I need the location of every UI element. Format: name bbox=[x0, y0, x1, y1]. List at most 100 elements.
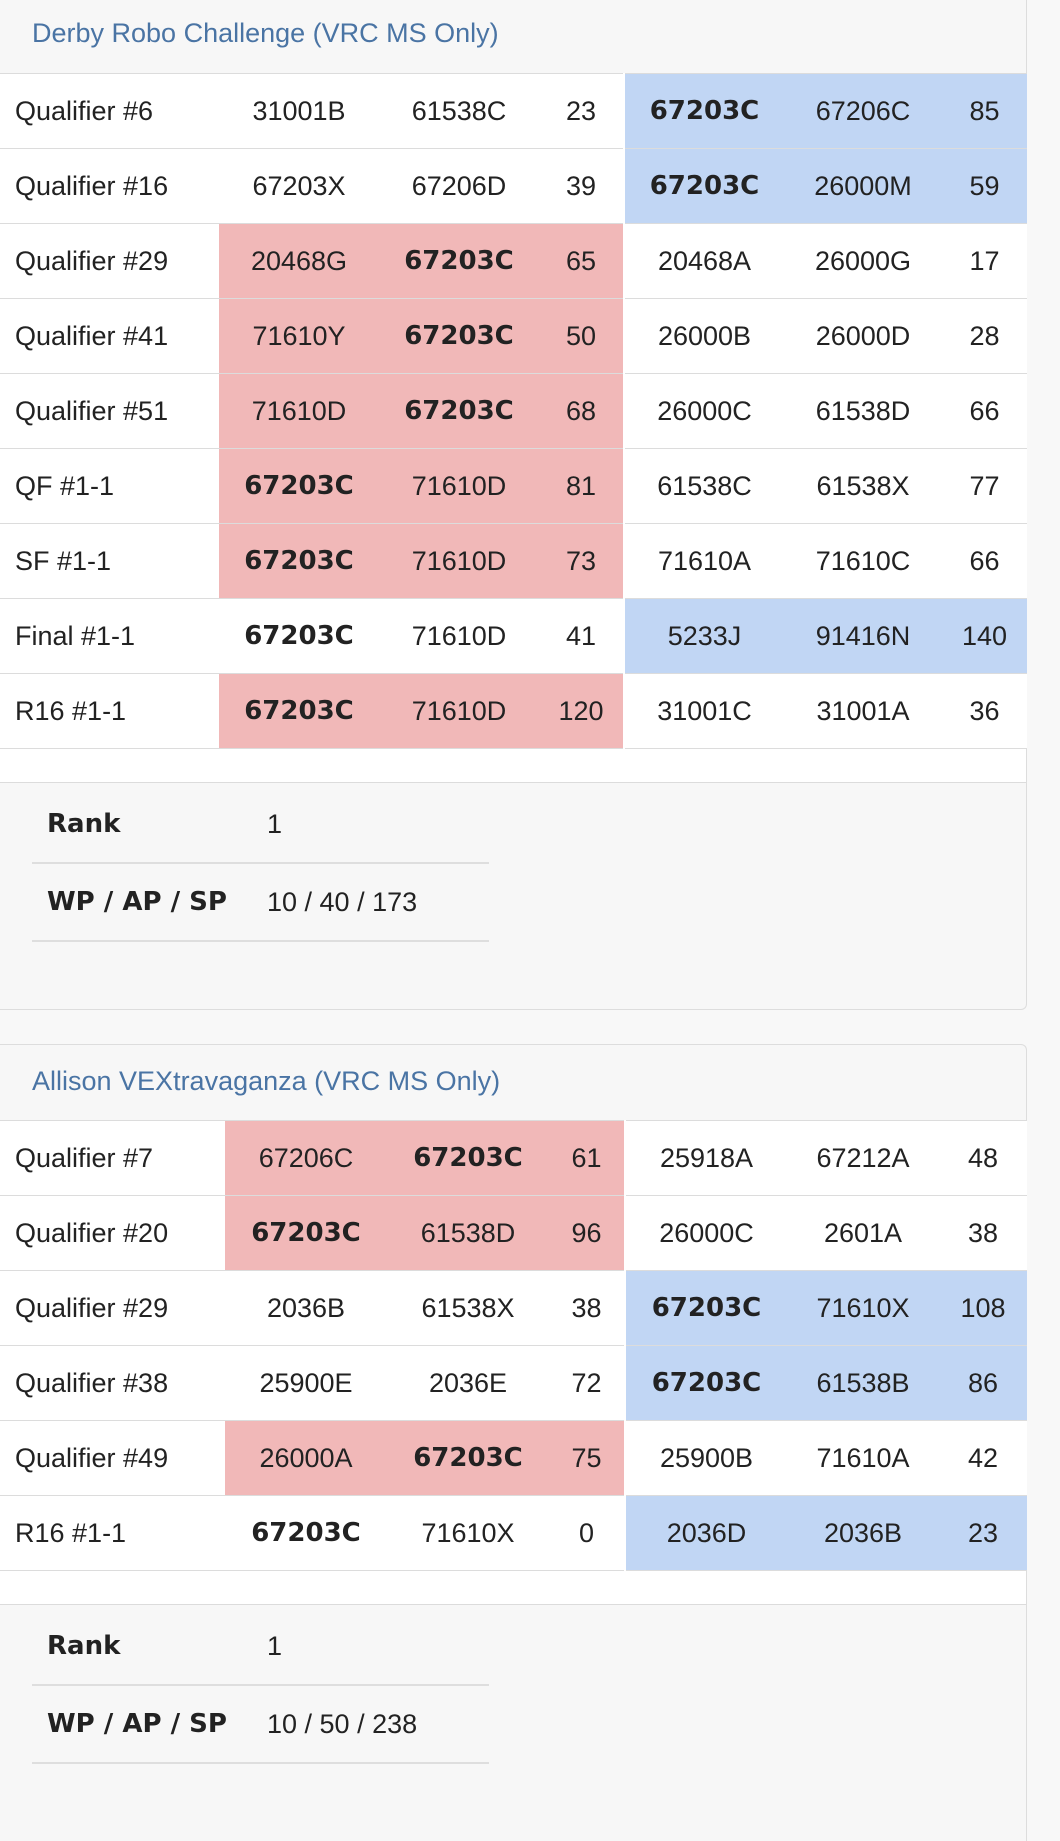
match-name: SF #1-1 bbox=[0, 523, 219, 599]
team-red-1[interactable]: 25900E bbox=[225, 1345, 387, 1421]
score-red: 75 bbox=[549, 1420, 625, 1496]
match-name: Qualifier #49 bbox=[0, 1420, 225, 1496]
team-red-1[interactable]: 67203C bbox=[219, 598, 379, 674]
team-red-2[interactable]: 2036E bbox=[387, 1345, 549, 1421]
team-blue-1[interactable]: 26000B bbox=[623, 298, 784, 374]
score-red: 72 bbox=[549, 1345, 625, 1421]
stat-rank: Rank 1 bbox=[32, 786, 489, 864]
score-red: 65 bbox=[539, 223, 624, 299]
team-red-1[interactable]: 67203C bbox=[225, 1495, 387, 1571]
team-blue-1[interactable]: 67203C bbox=[624, 1270, 787, 1346]
score-blue: 48 bbox=[939, 1120, 1027, 1196]
score-blue: 17 bbox=[942, 223, 1027, 299]
team-red-1[interactable]: 31001B bbox=[219, 73, 379, 149]
team-blue-2[interactable]: 2036B bbox=[787, 1495, 939, 1571]
team-blue-1[interactable]: 20468A bbox=[623, 223, 784, 299]
team-blue-1[interactable]: 25900B bbox=[624, 1420, 787, 1496]
match-row: Qualifier #20 67203C 61538D 96 26000C 2601A 38 bbox=[0, 1195, 1027, 1271]
match-row: QF #1-1 67203C 71610D 81 61538C 61538X 77 bbox=[0, 448, 1027, 524]
team-red-1[interactable]: 71610D bbox=[219, 373, 379, 449]
stat-wp-ap-sp: WP / AP / SP 10 / 40 / 173 bbox=[32, 864, 489, 942]
team-red-2[interactable]: 67203C bbox=[379, 373, 539, 449]
team-blue-1[interactable]: 26000C bbox=[623, 373, 784, 449]
team-blue-2[interactable]: 61538D bbox=[784, 373, 942, 449]
team-blue-2[interactable]: 61538B bbox=[787, 1345, 939, 1421]
team-blue-2[interactable]: 26000D bbox=[784, 298, 942, 374]
stat-label: WP / AP / SP bbox=[47, 887, 227, 917]
match-name: Qualifier #41 bbox=[0, 298, 219, 374]
team-red-2[interactable]: 71610D bbox=[379, 673, 539, 749]
team-blue-2[interactable]: 67206C bbox=[784, 73, 942, 149]
score-red: 81 bbox=[539, 448, 624, 524]
match-row: Final #1-1 67203C 71610D 41 5233J 91416N 140 bbox=[0, 598, 1027, 674]
team-red-1[interactable]: 26000A bbox=[225, 1420, 387, 1496]
team-blue-1[interactable]: 25918A bbox=[624, 1120, 787, 1196]
team-red-2[interactable]: 67203C bbox=[379, 298, 539, 374]
team-blue-2[interactable]: 2601A bbox=[787, 1195, 939, 1271]
score-blue: 59 bbox=[942, 148, 1027, 224]
match-name: Qualifier #51 bbox=[0, 373, 219, 449]
score-red: 38 bbox=[549, 1270, 625, 1346]
stat-value: 1 bbox=[267, 1630, 283, 1661]
event-title-link[interactable]: Allison VEXtravaganza (VRC MS Only) bbox=[32, 1066, 501, 1096]
team-blue-2[interactable]: 71610A bbox=[787, 1420, 939, 1496]
team-red-1[interactable]: 67203X bbox=[219, 148, 379, 224]
match-name: Qualifier #29 bbox=[0, 223, 219, 299]
team-red-1[interactable]: 20468G bbox=[219, 223, 379, 299]
team-red-2[interactable]: 67206D bbox=[379, 148, 539, 224]
team-red-1[interactable]: 2036B bbox=[225, 1270, 387, 1346]
team-blue-1[interactable]: 26000C bbox=[624, 1195, 787, 1271]
team-red-2[interactable]: 71610D bbox=[379, 523, 539, 599]
stat-label: Rank bbox=[47, 809, 121, 839]
team-red-1[interactable]: 67203C bbox=[219, 523, 379, 599]
score-red: 61 bbox=[549, 1120, 625, 1196]
match-table: Qualifier #6 31001B 61538C 23 67203C 67206C 85… bbox=[0, 73, 1027, 749]
team-blue-1[interactable]: 67203C bbox=[623, 73, 784, 149]
team-red-1[interactable]: 67206C bbox=[225, 1120, 387, 1196]
score-blue: 28 bbox=[942, 298, 1027, 374]
score-red: 41 bbox=[539, 598, 624, 674]
score-blue: 77 bbox=[942, 448, 1027, 524]
team-blue-2[interactable]: 71610X bbox=[787, 1270, 939, 1346]
match-name: Qualifier #16 bbox=[0, 148, 219, 224]
team-blue-1[interactable]: 31001C bbox=[623, 673, 784, 749]
score-blue: 85 bbox=[942, 73, 1027, 149]
team-blue-2[interactable]: 61538X bbox=[784, 448, 942, 524]
team-blue-2[interactable]: 91416N bbox=[784, 598, 942, 674]
match-row: Qualifier #29 2036B 61538X 38 67203C 71610X 10… bbox=[0, 1270, 1027, 1346]
team-red-2[interactable]: 71610D bbox=[379, 598, 539, 674]
team-blue-1[interactable]: 5233J bbox=[623, 598, 784, 674]
stat-value: 10 / 40 / 173 bbox=[267, 886, 418, 917]
team-blue-2[interactable]: 67212A bbox=[787, 1120, 939, 1196]
team-red-2[interactable]: 67203C bbox=[387, 1420, 549, 1496]
event-title-link[interactable]: Derby Robo Challenge (VRC MS Only) bbox=[32, 18, 499, 48]
team-blue-1[interactable]: 67203C bbox=[624, 1345, 787, 1421]
match-name: R16 #1-1 bbox=[0, 673, 219, 749]
event-stats: Rank 1 WP / AP / SP 10 / 50 / 238 bbox=[32, 1608, 489, 1764]
stat-label: WP / AP / SP bbox=[47, 1709, 227, 1739]
team-red-1[interactable]: 67203C bbox=[219, 673, 379, 749]
team-blue-1[interactable]: 71610A bbox=[623, 523, 784, 599]
team-red-1[interactable]: 67203C bbox=[219, 448, 379, 524]
stat-value: 1 bbox=[267, 808, 283, 839]
team-blue-1[interactable]: 2036D bbox=[624, 1495, 787, 1571]
team-red-2[interactable]: 61538C bbox=[379, 73, 539, 149]
team-blue-1[interactable]: 61538C bbox=[623, 448, 784, 524]
event-card-derby: Derby Robo Challenge (VRC MS Only) Quali… bbox=[0, 0, 1027, 1010]
team-red-2[interactable]: 61538D bbox=[387, 1195, 549, 1271]
team-blue-1[interactable]: 67203C bbox=[623, 148, 784, 224]
team-red-1[interactable]: 67203C bbox=[225, 1195, 387, 1271]
team-blue-2[interactable]: 26000M bbox=[784, 148, 942, 224]
team-blue-2[interactable]: 31001A bbox=[784, 673, 942, 749]
match-row: Qualifier #49 26000A 67203C 75 25900B 71610A 4… bbox=[0, 1420, 1027, 1496]
team-red-2[interactable]: 67203C bbox=[387, 1120, 549, 1196]
match-row: R16 #1-1 67203C 71610D 120 31001C 31001A 36 bbox=[0, 673, 1027, 749]
team-blue-2[interactable]: 71610C bbox=[784, 523, 942, 599]
team-red-2[interactable]: 61538X bbox=[387, 1270, 549, 1346]
team-blue-2[interactable]: 26000G bbox=[784, 223, 942, 299]
team-red-1[interactable]: 71610Y bbox=[219, 298, 379, 374]
match-table: Qualifier #7 67206C 67203C 61 25918A 67212A 48… bbox=[0, 1120, 1027, 1571]
team-red-2[interactable]: 67203C bbox=[379, 223, 539, 299]
team-red-2[interactable]: 71610D bbox=[379, 448, 539, 524]
team-red-2[interactable]: 71610X bbox=[387, 1495, 549, 1571]
